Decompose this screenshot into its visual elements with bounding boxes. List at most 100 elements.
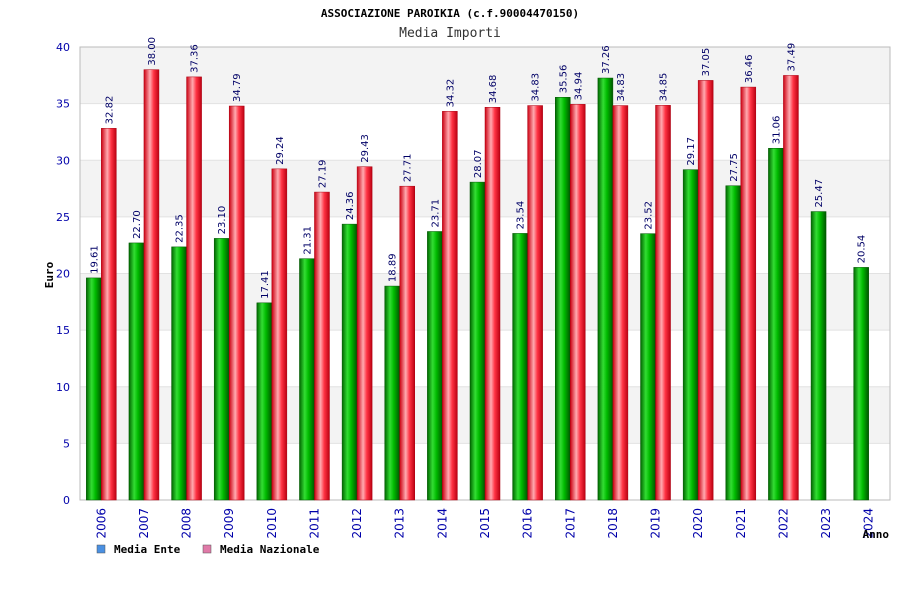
y-tick-label: 35 [56,98,70,111]
chart-title: ASSOCIAZIONE PAROIKIA (c.f.90004470150) [321,7,579,20]
bar-media-nazionale [143,69,160,501]
x-tick-label: 2013 [393,508,407,539]
y-axis-label: Euro [43,261,56,288]
bar-media-ente [597,77,614,501]
bar-media-nazionale [612,105,629,501]
data-label: 34.83 [531,73,542,102]
x-tick-label: 2018 [606,508,620,539]
bar-media-nazionale [228,105,245,501]
bar-media-ente [128,242,145,501]
data-label: 32.82 [104,96,115,125]
data-label: 37.49 [786,43,797,72]
y-tick-label: 25 [56,211,70,224]
bar-media-ente [299,258,315,501]
bar-media-ente [640,233,656,501]
y-tick-label: 40 [56,41,70,54]
bar-media-nazionale [740,86,757,501]
x-tick-label: 2009 [222,508,236,539]
data-label: 23.52 [644,201,655,230]
data-label: 23.54 [516,201,527,230]
bar-media-nazionale [484,106,501,501]
x-tick-label: 2020 [691,508,705,539]
bar-media-nazionale [527,105,543,501]
bar-media-ente [810,211,827,501]
x-axis-ticks: 2006 2007 2008 2009 2010 2011 2012 2013 2014 2015… [94,508,875,539]
data-label: 34.94 [573,72,584,101]
data-label: 34.83 [616,73,627,102]
data-label: 34.32 [445,79,456,108]
y-tick-label: 0 [63,494,70,507]
x-tick-label: 2019 [649,508,663,539]
data-label: 34.68 [488,75,499,104]
y-tick-label: 5 [63,437,70,450]
data-label: 36.46 [744,54,755,83]
x-tick-label: 2015 [478,508,492,539]
bar-media-nazionale [356,166,373,501]
x-tick-label: 2006 [94,508,108,539]
bar-media-ente [853,267,869,501]
bar-media-ente [171,246,187,501]
bar-media-nazionale [783,75,799,501]
x-tick-label: 2022 [776,508,790,539]
data-label: 29.24 [275,136,286,165]
bar-media-ente [341,223,358,501]
data-label: 22.35 [175,214,186,243]
bar-media-nazionale [399,185,415,501]
x-tick-label: 2021 [734,508,748,539]
x-tick-label: 2014 [435,508,449,539]
bar-media-ente [555,97,571,501]
bar-media-ente [256,302,273,501]
data-label: 19.61 [89,245,100,274]
data-label: 22.70 [132,210,143,239]
y-tick-label: 20 [56,268,70,281]
x-tick-label: 2007 [137,508,151,539]
bar-media-nazionale [314,191,330,501]
data-label: 27.75 [729,153,740,182]
bar-media-ente [86,277,102,501]
data-label: 24.36 [345,191,356,220]
data-label: 37.05 [701,48,712,77]
bar-media-ente [725,185,742,501]
data-label: 27.19 [317,159,328,188]
x-tick-label: 2008 [180,508,194,539]
x-tick-label: 2011 [307,508,321,539]
x-tick-label: 2017 [563,508,577,539]
data-label: 23.71 [430,199,441,228]
data-label: 38.00 [147,37,158,66]
bar-media-ente [384,285,400,501]
data-label: 34.79 [232,73,243,102]
data-label: 34.85 [659,73,670,102]
data-label: 27.71 [403,154,414,183]
legend: Media Ente Media Nazionale [96,543,320,556]
x-tick-label: 2012 [350,508,364,539]
bar-media-ente [768,147,784,501]
data-label: 18.89 [388,253,399,282]
data-label: 20.54 [857,235,868,264]
bar-media-ente [469,181,486,501]
data-label: 37.36 [190,44,201,73]
data-label: 37.26 [601,45,612,74]
chart-subtitle: Media Importi [399,26,501,41]
y-tick-label: 10 [56,381,70,394]
data-label: 35.56 [558,65,569,94]
bar-media-nazionale [101,128,117,501]
y-tick-label: 30 [56,154,70,167]
x-axis-label: Anno [863,528,890,541]
bar-media-nazionale [186,76,202,501]
bar-media-nazionale [697,80,714,501]
data-label: 21.31 [302,226,313,255]
bar-media-ente [427,231,443,501]
legend-swatch [202,544,212,554]
x-tick-label: 2010 [265,508,279,539]
bars: 19.61 32.82 22.70 38.00 22.35 37.36 23.10 34.79… [86,37,869,501]
bar-media-nazionale [271,168,288,501]
x-tick-label: 2016 [521,508,535,539]
bar-media-ente [512,233,528,501]
bar-media-ente [682,169,699,501]
data-label: 29.43 [360,134,371,163]
x-tick-label: 2024 [862,508,876,539]
data-label: 23.10 [217,206,228,235]
data-label: 17.41 [260,270,271,299]
data-label: 25.47 [814,179,825,208]
